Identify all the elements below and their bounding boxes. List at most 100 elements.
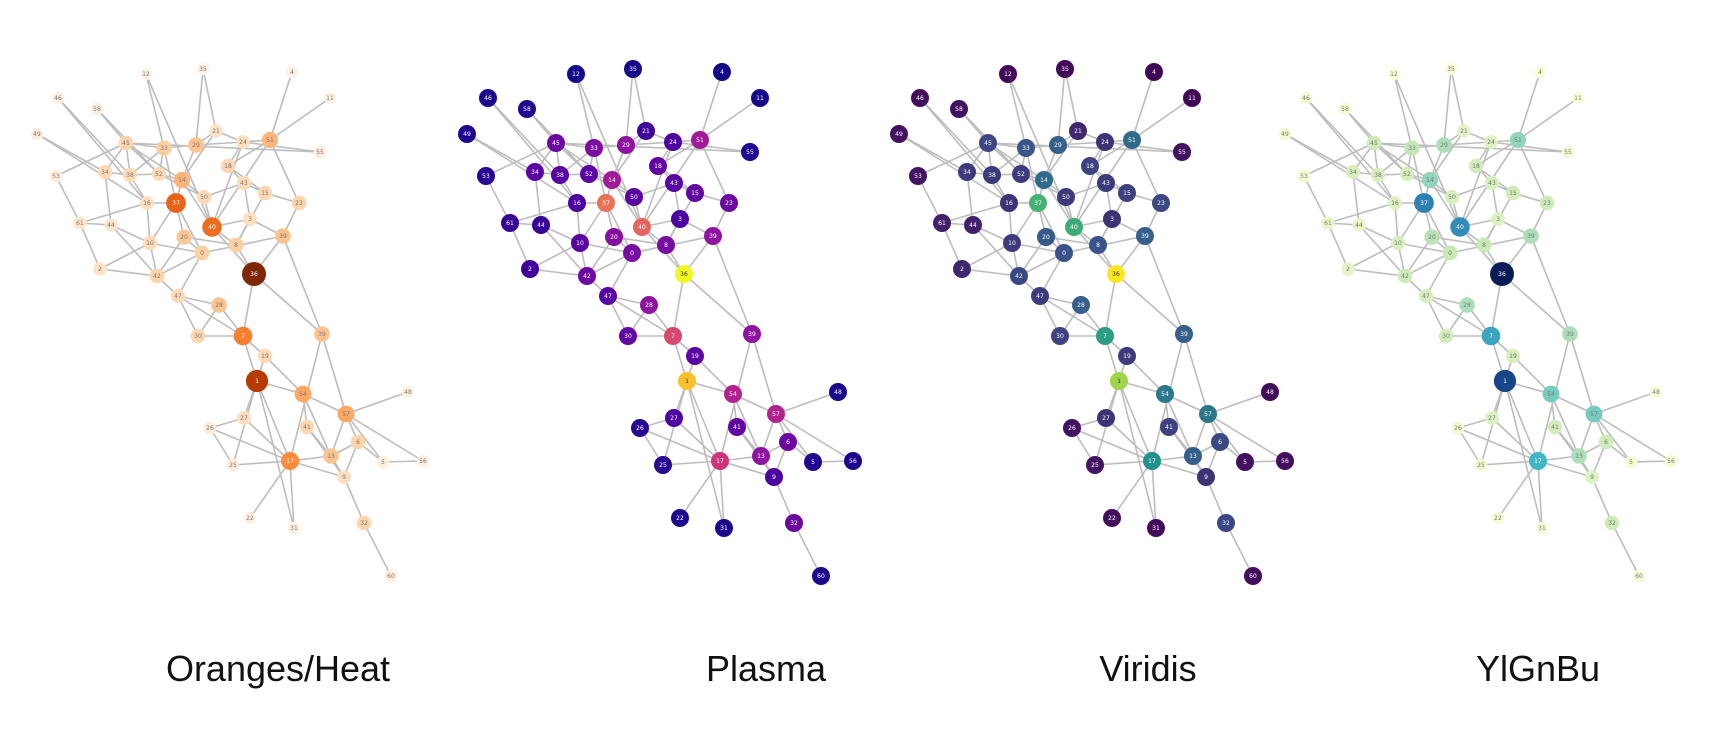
node-circle-31 bbox=[1147, 519, 1165, 537]
node-circle-36 bbox=[242, 262, 266, 286]
node-circle-37 bbox=[1414, 193, 1434, 213]
edge-21-14 bbox=[181, 130, 217, 181]
edge-53-45 bbox=[485, 142, 557, 177]
node-34: 34 bbox=[1345, 164, 1361, 180]
node-label-11: 11 bbox=[1188, 95, 1196, 102]
node-18: 18 bbox=[1081, 157, 1099, 175]
node-40: 40 bbox=[1065, 218, 1083, 236]
node-label-32: 32 bbox=[1608, 520, 1616, 527]
node-label-25: 25 bbox=[1477, 462, 1485, 469]
node-label-39: 39 bbox=[1527, 233, 1535, 240]
edge-9-32 bbox=[343, 476, 365, 524]
node-circle-36 bbox=[675, 265, 693, 283]
node-60: 60 bbox=[812, 567, 830, 585]
node-circle-8 bbox=[1476, 237, 1492, 253]
edge-57-48 bbox=[1207, 391, 1271, 415]
node-circle-12 bbox=[999, 65, 1017, 83]
node-label-31: 31 bbox=[1152, 525, 1160, 532]
node-circle-28 bbox=[1072, 296, 1090, 314]
node-20: 20 bbox=[1037, 228, 1055, 246]
edge-46-38 bbox=[919, 97, 993, 176]
node-30: 30 bbox=[1438, 328, 1454, 344]
edge-44-10 bbox=[1358, 224, 1399, 244]
node-45: 45 bbox=[547, 134, 565, 152]
node-label-57: 57 bbox=[1204, 411, 1212, 418]
node-51: 51 bbox=[691, 131, 709, 149]
node-label-29: 29 bbox=[1054, 142, 1062, 149]
node-circle-38 bbox=[1370, 167, 1386, 183]
edge-26-25 bbox=[209, 427, 234, 466]
node-15: 15 bbox=[257, 185, 273, 201]
node-circle-23 bbox=[720, 194, 738, 212]
node-circle-47 bbox=[599, 287, 617, 305]
node-circle-29b bbox=[314, 326, 330, 342]
edge-53-61 bbox=[55, 175, 81, 224]
node-13: 13 bbox=[752, 447, 770, 465]
node-53: 53 bbox=[49, 169, 63, 183]
node-label-52: 52 bbox=[155, 171, 163, 178]
edge-17-9 bbox=[1537, 460, 1593, 478]
node-circle-1 bbox=[1493, 369, 1517, 393]
edge-45-52 bbox=[1373, 142, 1408, 175]
node-label-28: 28 bbox=[215, 302, 223, 309]
node-30: 30 bbox=[190, 328, 206, 344]
node-43: 43 bbox=[1097, 174, 1115, 192]
edge-57-56 bbox=[1207, 413, 1286, 462]
edge-46-38 bbox=[1305, 97, 1379, 176]
edge-31-1 bbox=[686, 380, 725, 529]
node-label-5: 5 bbox=[1629, 459, 1633, 466]
node-18: 18 bbox=[1468, 158, 1484, 174]
node-label-20: 20 bbox=[1042, 234, 1050, 241]
node-label-28: 28 bbox=[645, 302, 653, 309]
node-circle-24 bbox=[1096, 133, 1114, 151]
node-58: 58 bbox=[950, 100, 968, 118]
node-label-60: 60 bbox=[1635, 573, 1643, 580]
node-label-18: 18 bbox=[654, 163, 662, 170]
node-45: 45 bbox=[979, 134, 997, 152]
node-circle-51 bbox=[261, 131, 279, 149]
node-label-52: 52 bbox=[1403, 171, 1411, 178]
node-circle-17 bbox=[1143, 452, 1161, 470]
node-label-55: 55 bbox=[1564, 149, 1572, 156]
edge-49-16 bbox=[898, 133, 1010, 204]
edge-54-13 bbox=[1164, 393, 1194, 457]
node-25: 25 bbox=[1474, 458, 1488, 472]
node-29: 29 bbox=[1436, 137, 1452, 153]
node-55: 55 bbox=[1561, 145, 1575, 159]
node-circle-20 bbox=[176, 229, 192, 245]
node-2: 2 bbox=[953, 260, 971, 278]
node-label-30: 30 bbox=[1056, 333, 1064, 340]
node-circle-56 bbox=[1664, 454, 1678, 468]
node-circle-25 bbox=[654, 456, 672, 474]
node-label-60: 60 bbox=[387, 573, 395, 580]
node-label-12: 12 bbox=[142, 71, 150, 78]
node-label-8: 8 bbox=[1482, 242, 1486, 249]
edge-53-45 bbox=[917, 142, 989, 177]
node-circle-6 bbox=[779, 433, 797, 451]
edge-36-29b bbox=[253, 273, 323, 335]
node-27: 27 bbox=[237, 411, 251, 425]
edge-51-23 bbox=[269, 139, 300, 204]
node-label-38: 38 bbox=[1374, 172, 1382, 179]
node-circle-21 bbox=[1457, 124, 1471, 138]
edge-32-60 bbox=[793, 522, 822, 577]
node-40: 40 bbox=[202, 217, 222, 237]
node-24: 24 bbox=[236, 135, 250, 149]
node-circle-13 bbox=[752, 447, 770, 465]
edge-5-56 bbox=[382, 460, 424, 463]
node-label-51: 51 bbox=[1514, 137, 1522, 144]
node-49: 49 bbox=[30, 127, 44, 141]
edge-46-16 bbox=[487, 97, 578, 204]
node-label-36: 36 bbox=[680, 271, 688, 278]
node-35: 35 bbox=[196, 62, 210, 76]
node-circle-1 bbox=[678, 372, 696, 390]
node-circle-45 bbox=[118, 135, 134, 151]
node-label-61: 61 bbox=[938, 220, 946, 227]
node-35: 35 bbox=[1056, 60, 1074, 78]
node-36: 36 bbox=[1490, 262, 1514, 286]
node-label-7: 7 bbox=[1103, 333, 1107, 340]
node-61: 61 bbox=[501, 214, 519, 232]
node-circle-19 bbox=[686, 347, 704, 365]
node-label-22: 22 bbox=[246, 515, 254, 522]
edge-25-17 bbox=[662, 460, 721, 466]
